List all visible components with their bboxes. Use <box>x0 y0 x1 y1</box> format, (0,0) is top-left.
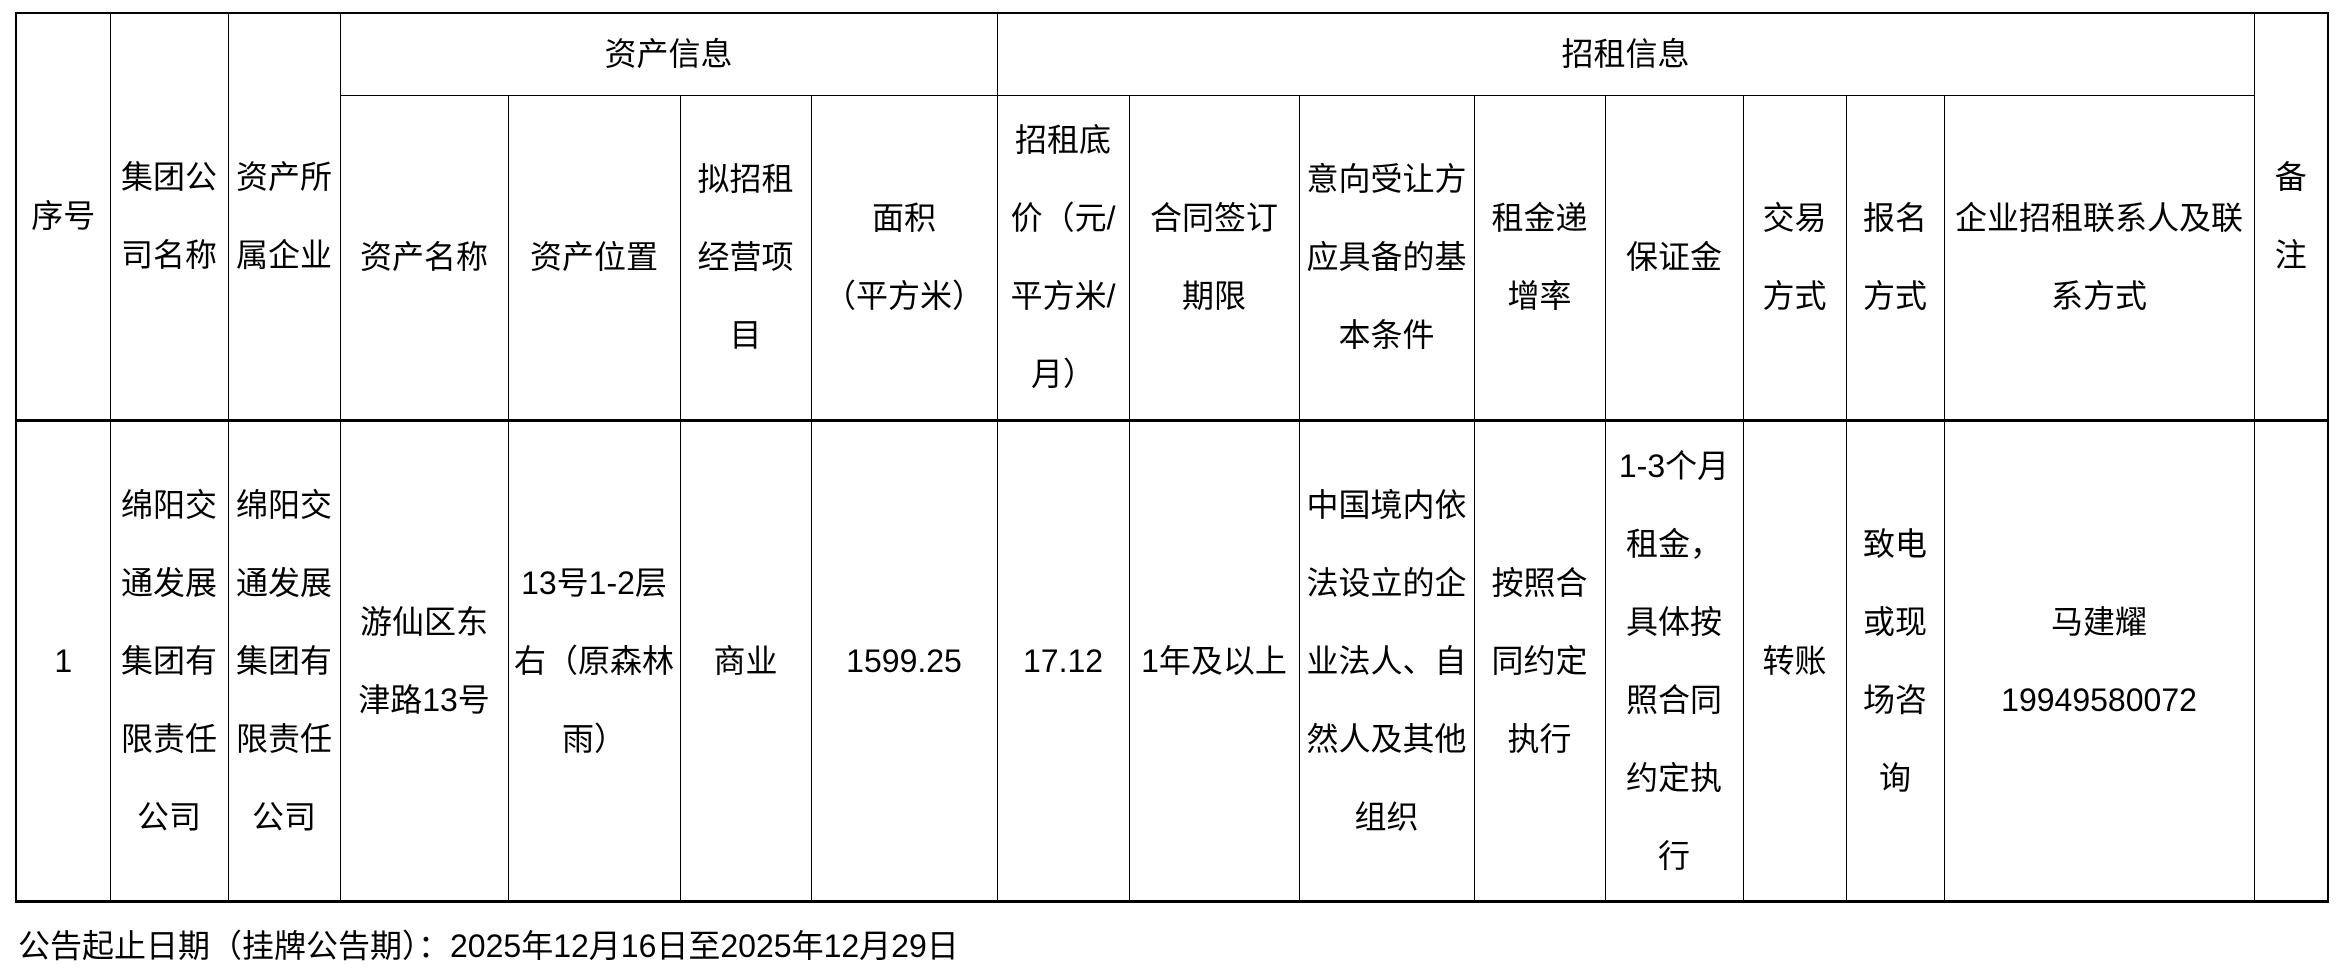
header-group-company-name: 集团公 司名称 <box>109 12 229 421</box>
header-group-leasing-info: 招租信息 <box>996 12 2255 96</box>
cell-asset-name: 游仙区东 津路13号 <box>339 418 509 903</box>
header-asset-location: 资产位置 <box>507 94 681 421</box>
cell-transferee-conditions: 中国境内依 法设立的企 业法人、自 然人及其他 组织 <box>1298 418 1475 903</box>
header-remarks: 备 注 <box>2253 12 2329 421</box>
cell-asset-location: 13号1-2层 右（原森林 雨） <box>507 418 681 903</box>
header-leasing-contact: 企业招租联系人及联 系方式 <box>1943 94 2255 421</box>
cell-deposit: 1-3个月 租金， 具体按 照合同 约定执 行 <box>1604 418 1744 903</box>
header-transferee-conditions: 意向受让方 应具备的基 本条件 <box>1298 94 1475 421</box>
header-asset-owner-enterprise: 资产所 属企业 <box>227 12 341 421</box>
cell-base-rent-price: 17.12 <box>996 418 1130 903</box>
header-area: 面积 （平方米） <box>810 94 998 421</box>
header-deposit: 保证金 <box>1604 94 1744 421</box>
cell-group-company-name: 绵阳交 通发展 集团有 限责任 公司 <box>109 418 229 903</box>
announcement-period-note: 公告起止日期（挂牌公告期）：2025年12月16日至2025年12月29日 <box>18 928 959 964</box>
asset-leasing-table: 序号 集团公 司名称 资产所 属企业 资产信息 招租信息 备 注 资产名称 资产… <box>15 12 2330 903</box>
header-asset-name: 资产名称 <box>339 94 509 421</box>
cell-rent-increase-rate: 按照合 同约定 执行 <box>1473 418 1606 903</box>
header-seq-no: 序号 <box>15 12 111 421</box>
header-proposed-business: 拟招租 经营项 目 <box>679 94 812 421</box>
cell-seq-no: 1 <box>15 418 111 903</box>
cell-asset-owner-enterprise: 绵阳交 通发展 集团有 限责任 公司 <box>227 418 341 903</box>
header-rent-increase-rate: 租金递 增率 <box>1473 94 1606 421</box>
header-group-asset-info: 资产信息 <box>339 12 998 96</box>
cell-remarks <box>2253 418 2329 903</box>
header-registration-method: 报名 方式 <box>1845 94 1945 421</box>
header-base-rent-price: 招租底 价（元/ 平方米/ 月） <box>996 94 1130 421</box>
cell-leasing-contact: 马建耀 19949580072 <box>1943 418 2255 903</box>
cell-contract-term: 1年及以上 <box>1128 418 1300 903</box>
header-transaction-method: 交易 方式 <box>1742 94 1847 421</box>
header-contract-term: 合同签订 期限 <box>1128 94 1300 421</box>
table-row: 1 绵阳交 通发展 集团有 限责任 公司 绵阳交 通发展 集团有 限责任 公司 … <box>15 418 2329 903</box>
table-header-row-columns: 资产名称 资产位置 拟招租 经营项 目 面积 （平方米） 招租底 价（元/ 平方… <box>16 94 2328 421</box>
cell-area: 1599.25 <box>810 418 998 903</box>
cell-registration-method: 致电 或现 场咨 询 <box>1845 418 1945 903</box>
cell-proposed-business: 商业 <box>679 418 812 903</box>
table-header-row-groups: 序号 集团公 司名称 资产所 属企业 资产信息 招租信息 备 注 <box>15 12 2329 421</box>
cell-transaction-method: 转账 <box>1742 418 1847 903</box>
